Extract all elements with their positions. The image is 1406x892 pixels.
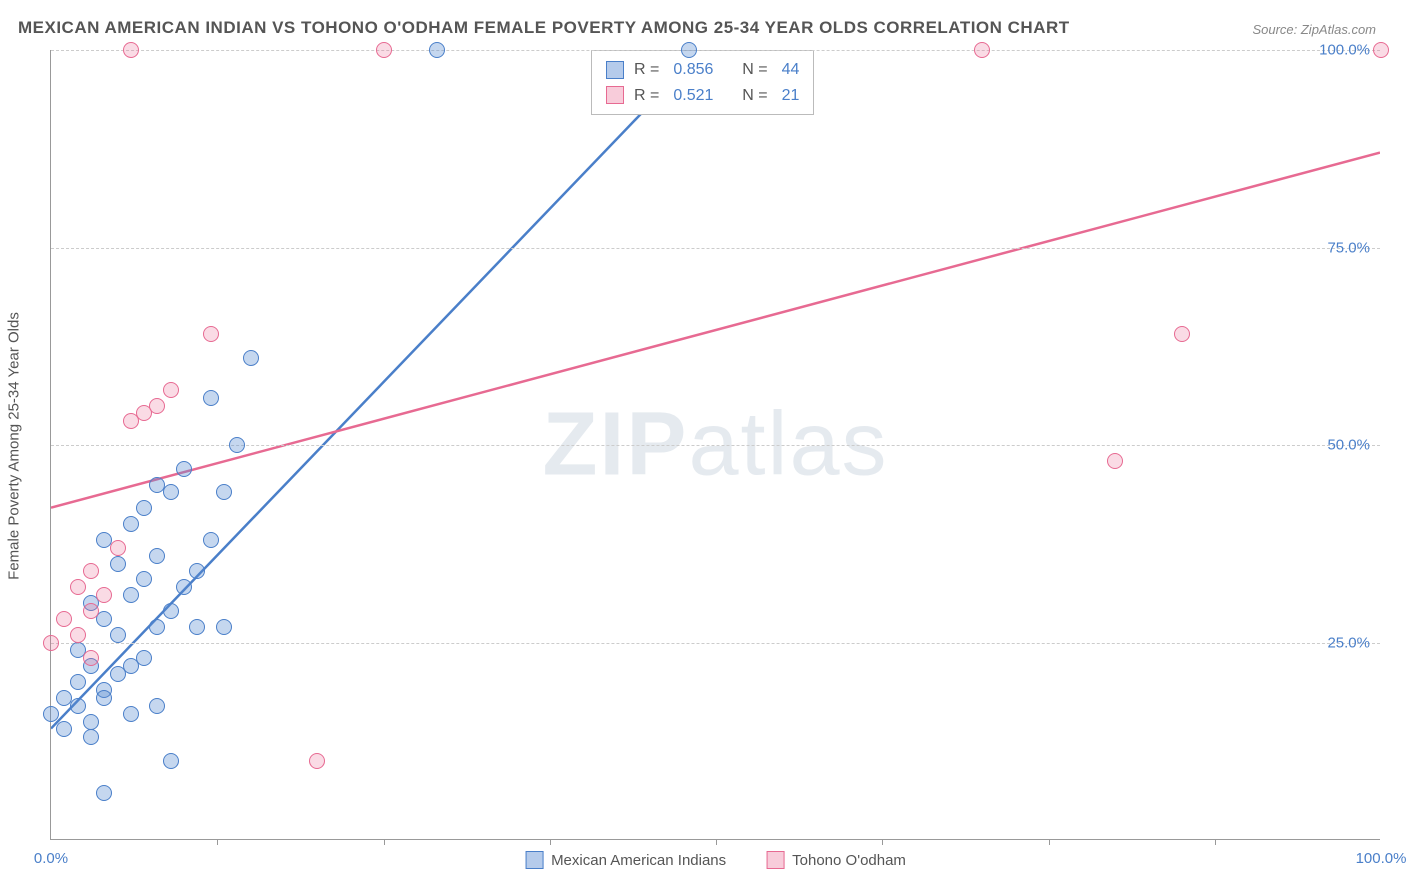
scatter-point bbox=[123, 706, 139, 722]
scatter-point bbox=[123, 587, 139, 603]
scatter-point bbox=[70, 674, 86, 690]
y-tick-label: 100.0% bbox=[1319, 42, 1370, 59]
legend: Mexican American Indians Tohono O'odham bbox=[525, 851, 906, 869]
watermark-light: atlas bbox=[688, 394, 888, 494]
scatter-point bbox=[96, 690, 112, 706]
r-label: R = bbox=[634, 83, 659, 109]
x-tick bbox=[1215, 839, 1216, 845]
scatter-point bbox=[110, 556, 126, 572]
n-value-s2: 21 bbox=[782, 83, 800, 109]
n-label: N = bbox=[742, 83, 767, 109]
y-tick-label: 25.0% bbox=[1327, 634, 1370, 651]
scatter-point bbox=[163, 484, 179, 500]
gridline bbox=[51, 643, 1380, 644]
scatter-point bbox=[216, 619, 232, 635]
scatter-point bbox=[189, 563, 205, 579]
source-label: Source: ZipAtlas.com bbox=[1252, 22, 1376, 37]
scatter-point bbox=[56, 611, 72, 627]
y-tick-label: 50.0% bbox=[1327, 437, 1370, 454]
scatter-point bbox=[56, 721, 72, 737]
x-tick bbox=[716, 839, 717, 845]
y-tick-label: 75.0% bbox=[1327, 239, 1370, 256]
legend-label-s2: Tohono O'odham bbox=[792, 852, 906, 869]
legend-label-s1: Mexican American Indians bbox=[551, 852, 726, 869]
plot-area: ZIPatlas R = 0.856 N = 44 R = 0.521 N = … bbox=[50, 50, 1380, 840]
scatter-point bbox=[216, 484, 232, 500]
scatter-point bbox=[83, 650, 99, 666]
gridline bbox=[51, 445, 1380, 446]
x-tick bbox=[550, 839, 551, 845]
scatter-point bbox=[1107, 453, 1123, 469]
scatter-point bbox=[429, 42, 445, 58]
scatter-point bbox=[1174, 326, 1190, 342]
stats-box: R = 0.856 N = 44 R = 0.521 N = 21 bbox=[591, 50, 814, 115]
scatter-point bbox=[149, 548, 165, 564]
scatter-point bbox=[149, 398, 165, 414]
r-label: R = bbox=[634, 57, 659, 83]
gridline bbox=[51, 50, 1380, 51]
scatter-point bbox=[43, 706, 59, 722]
scatter-point bbox=[203, 532, 219, 548]
scatter-point bbox=[243, 350, 259, 366]
scatter-point bbox=[681, 42, 697, 58]
chart-title: MEXICAN AMERICAN INDIAN VS TOHONO O'ODHA… bbox=[18, 18, 1070, 38]
scatter-point bbox=[70, 579, 86, 595]
scatter-point bbox=[136, 500, 152, 516]
scatter-point bbox=[189, 619, 205, 635]
r-value-s1: 0.856 bbox=[673, 57, 713, 83]
scatter-point bbox=[110, 540, 126, 556]
scatter-point bbox=[203, 326, 219, 342]
scatter-point bbox=[123, 516, 139, 532]
scatter-point bbox=[83, 729, 99, 745]
scatter-point bbox=[96, 611, 112, 627]
stats-row-s2: R = 0.521 N = 21 bbox=[606, 83, 799, 109]
x-tick-label: 0.0% bbox=[34, 850, 68, 867]
x-tick bbox=[1049, 839, 1050, 845]
watermark-bold: ZIP bbox=[542, 394, 688, 494]
stats-row-s1: R = 0.856 N = 44 bbox=[606, 57, 799, 83]
legend-item-s1: Mexican American Indians bbox=[525, 851, 726, 869]
scatter-point bbox=[163, 603, 179, 619]
legend-swatch-s2 bbox=[766, 851, 784, 869]
scatter-point bbox=[149, 698, 165, 714]
scatter-point bbox=[96, 587, 112, 603]
scatter-point bbox=[110, 627, 126, 643]
y-axis-label: Female Poverty Among 25-34 Year Olds bbox=[6, 312, 23, 580]
x-tick bbox=[217, 839, 218, 845]
x-tick bbox=[882, 839, 883, 845]
scatter-point bbox=[149, 619, 165, 635]
legend-item-s2: Tohono O'odham bbox=[766, 851, 906, 869]
n-value-s1: 44 bbox=[782, 57, 800, 83]
scatter-point bbox=[376, 42, 392, 58]
scatter-point bbox=[176, 461, 192, 477]
scatter-point bbox=[123, 42, 139, 58]
gridline bbox=[51, 248, 1380, 249]
scatter-point bbox=[163, 382, 179, 398]
scatter-point bbox=[83, 714, 99, 730]
scatter-point bbox=[70, 627, 86, 643]
scatter-point bbox=[1373, 42, 1389, 58]
scatter-point bbox=[176, 579, 192, 595]
scatter-point bbox=[163, 753, 179, 769]
scatter-point bbox=[83, 563, 99, 579]
scatter-point bbox=[149, 477, 165, 493]
scatter-point bbox=[43, 635, 59, 651]
legend-swatch-s1 bbox=[525, 851, 543, 869]
x-tick bbox=[384, 839, 385, 845]
n-label: N = bbox=[742, 57, 767, 83]
scatter-point bbox=[309, 753, 325, 769]
scatter-point bbox=[70, 698, 86, 714]
scatter-point bbox=[136, 571, 152, 587]
scatter-point bbox=[96, 785, 112, 801]
scatter-point bbox=[229, 437, 245, 453]
scatter-point bbox=[136, 650, 152, 666]
scatter-point bbox=[974, 42, 990, 58]
swatch-s1 bbox=[606, 61, 624, 79]
scatter-point bbox=[203, 390, 219, 406]
scatter-point bbox=[83, 603, 99, 619]
r-value-s2: 0.521 bbox=[673, 83, 713, 109]
x-tick-label: 100.0% bbox=[1356, 850, 1406, 867]
swatch-s2 bbox=[606, 86, 624, 104]
